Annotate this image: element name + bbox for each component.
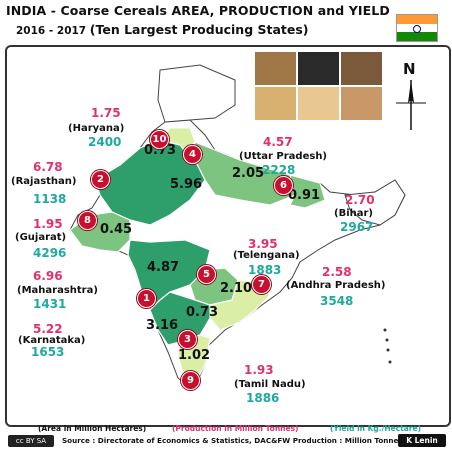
state-region-bihar xyxy=(289,174,326,209)
area-value-haryana: 0.73 xyxy=(144,143,177,158)
license-badge: cc BY SA xyxy=(8,435,54,447)
production-value-telengana: 3.95 xyxy=(248,237,278,251)
yield-value-maharashtra: 1431 xyxy=(33,297,67,311)
rank-badge-gujarat: 8 xyxy=(78,211,97,230)
footer-bar: cc BY SA Source : Directorate of Economi… xyxy=(0,433,452,449)
yield-value-haryana: 2400 xyxy=(88,135,122,149)
production-value-tamil-nadu: 1.93 xyxy=(244,363,274,377)
india-flag-icon xyxy=(396,14,438,42)
production-value-maharashtra: 6.96 xyxy=(33,269,63,283)
yield-value-tamil-nadu: 1886 xyxy=(246,391,280,405)
north-region xyxy=(157,64,236,123)
yield-value-bihar: 2967 xyxy=(340,220,374,234)
yield-value-karnataka: 1653 xyxy=(31,345,65,359)
compass-label: N xyxy=(403,60,416,78)
subtitle-label: (Ten Largest Producing States) xyxy=(89,22,309,37)
area-value-uttar-pradesh: 2.05 xyxy=(232,166,265,181)
rank-badge-tamil-nadu: 9 xyxy=(181,371,200,390)
production-value-karnataka: 5.22 xyxy=(33,322,63,336)
northeast-region xyxy=(344,179,406,226)
source-note: Source : Directorate of Economics & Stat… xyxy=(62,436,403,445)
production-value-haryana: 1.75 xyxy=(91,106,121,120)
state-name-karnataka: (Karnataka) xyxy=(18,335,86,346)
area-value-telengana: 0.73 xyxy=(186,305,219,320)
cereal-grains-image xyxy=(255,52,383,120)
yield-value-telengana: 1883 xyxy=(248,263,282,277)
production-value-gujarat: 1.95 xyxy=(33,217,63,231)
rank-badge-rajasthan: 2 xyxy=(91,170,110,189)
compass-icon: N xyxy=(396,60,426,130)
legend-yield: (Yield in Kg./Hectare) xyxy=(330,424,422,433)
state-name-telengana: (Telengana) xyxy=(233,250,300,261)
area-value-maharashtra: 4.87 xyxy=(147,260,180,275)
year-label: 2016 - 2017 xyxy=(16,25,87,37)
area-value-bihar: 0.91 xyxy=(288,188,321,203)
yield-value-gujarat: 4296 xyxy=(33,246,67,260)
state-name-rajasthan: (Rajasthan) xyxy=(11,176,77,187)
state-name-andhra-pradesh: (Andhra Pradesh) xyxy=(286,280,386,291)
yield-value-rajasthan: 1138 xyxy=(33,192,67,206)
production-value-uttar-pradesh: 4.57 xyxy=(263,135,293,149)
rank-badge-andhra-pradesh: 7 xyxy=(252,275,271,294)
legend-area: (Area in Million Hectares) xyxy=(38,424,147,433)
yield-value-uttar-pradesh: 2228 xyxy=(262,163,296,177)
production-value-andhra-pradesh: 2.58 xyxy=(322,265,352,279)
state-name-bihar: (Bihar) xyxy=(334,208,373,219)
production-value-rajasthan: 6.78 xyxy=(33,160,63,174)
state-name-maharashtra: (Maharashtra) xyxy=(17,285,98,296)
area-value-andhra-pradesh: 2.10 xyxy=(220,281,253,296)
author-badge: K Lenin xyxy=(398,434,446,447)
state-region-uttar-pradesh xyxy=(194,141,296,206)
rank-badge-uttar-pradesh: 4 xyxy=(183,145,202,164)
area-value-tamil-nadu: 1.02 xyxy=(178,348,211,363)
state-name-gujarat: (Gujarat) xyxy=(15,232,67,243)
production-value-bihar: 2.70 xyxy=(345,193,375,207)
rank-badge-karnataka: 3 xyxy=(178,330,197,349)
area-value-karnataka: 3.16 xyxy=(146,318,179,333)
area-value-rajasthan: 5.96 xyxy=(170,177,203,192)
rank-badge-bihar: 6 xyxy=(274,176,293,195)
rank-badge-maharashtra: 1 xyxy=(137,289,156,308)
rank-badge-telengana: 5 xyxy=(197,265,216,284)
state-region-karnataka xyxy=(149,291,211,346)
yield-value-andhra-pradesh: 3548 xyxy=(320,294,354,308)
legend-production: (Production in Million Tonnes) xyxy=(172,424,299,433)
area-value-gujarat: 0.45 xyxy=(100,222,133,237)
rank-badge-haryana: 10 xyxy=(150,130,169,149)
state-name-haryana: (Haryana) xyxy=(68,123,125,134)
state-name-tamil-nadu: (Tamil Nadu) xyxy=(234,379,306,390)
page-title: INDIA - Coarse Cereals AREA, PRODUCTION … xyxy=(6,3,390,18)
state-name-uttar-pradesh: (Uttar Pradesh) xyxy=(239,151,328,162)
page-subtitle: 2016 - 2017 (Ten Largest Producing State… xyxy=(16,22,309,37)
